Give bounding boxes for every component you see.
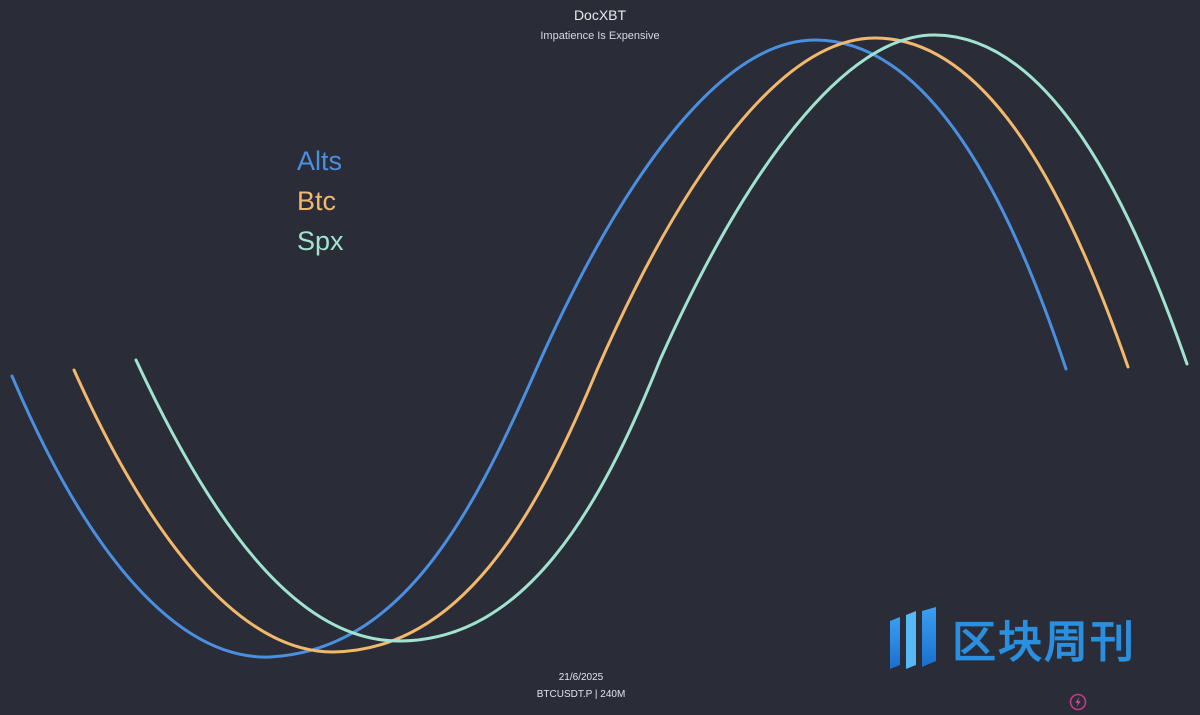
watermark: 区块周刊 bbox=[888, 606, 1136, 670]
chart-title: DocXBT bbox=[573, 7, 627, 23]
spark-circle-icon bbox=[1069, 693, 1087, 711]
footer-symbol: BTCUSDT.P | 240M bbox=[536, 689, 626, 700]
footer-date: 21/6/2025 bbox=[558, 672, 604, 683]
bar-logo-icon bbox=[890, 607, 936, 669]
series-line-btc bbox=[72, 36, 1130, 654]
legend-item-btc: Btc bbox=[297, 186, 337, 216]
legend: Alts Btc Spx bbox=[297, 141, 344, 261]
series-line-alts bbox=[10, 38, 1068, 659]
watermark-text: 区块周刊 bbox=[952, 617, 1136, 668]
chart-subtitle: Impatience Is Expensive bbox=[540, 30, 660, 42]
legend-item-spx: Spx bbox=[297, 226, 344, 256]
legend-item-alts: Alts bbox=[297, 146, 343, 176]
series-line-spx bbox=[134, 33, 1189, 643]
